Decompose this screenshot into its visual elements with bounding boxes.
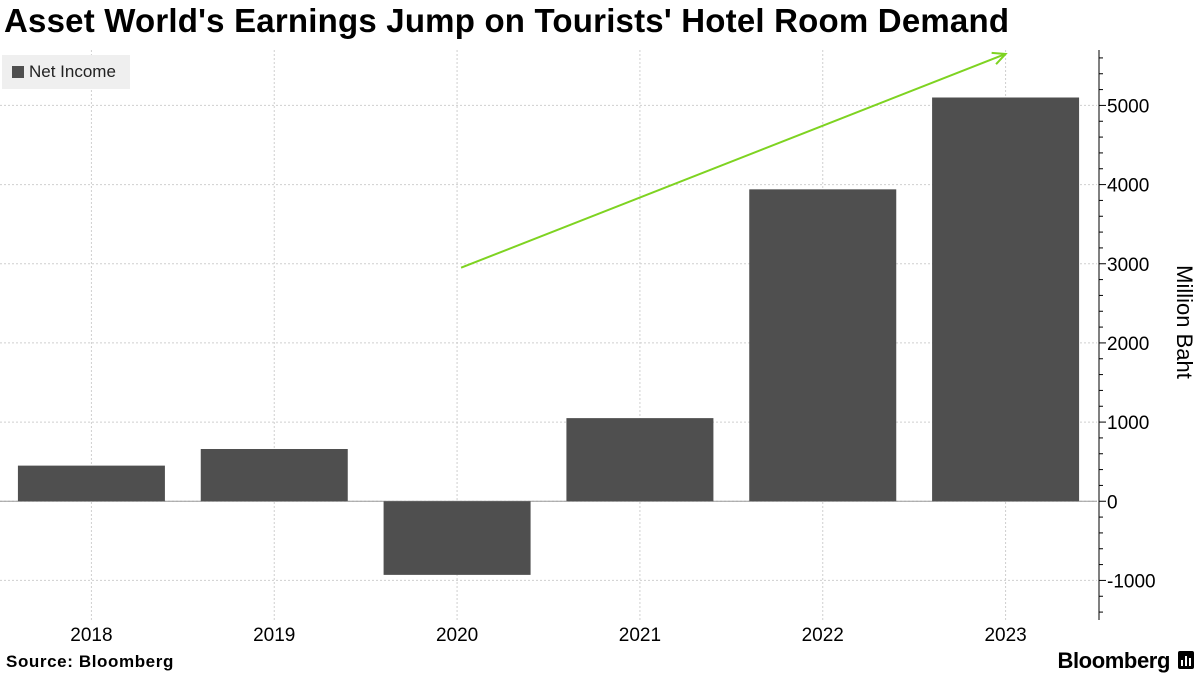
- bar-2023: [932, 97, 1080, 502]
- y-axis: -1000 0 1000 2000 3000 4000 5000: [1098, 50, 1156, 620]
- y-tick-label: 5000: [1107, 96, 1149, 117]
- y-tick-label: 1000: [1107, 413, 1149, 434]
- x-tick-label: 2019: [253, 625, 295, 646]
- bars: [17, 97, 1080, 575]
- x-tick-label: 2018: [70, 625, 112, 646]
- bloomberg-logo: Bloomberg: [1057, 648, 1170, 673]
- legend: Net Income: [2, 55, 130, 89]
- source-note: Source: Bloomberg: [6, 652, 174, 671]
- trend-arrow: [460, 51, 1008, 269]
- trend-arrow-line: [460, 53, 1006, 269]
- x-axis-labels: 2018 2019 2020 2021 2022 2023: [70, 625, 1026, 646]
- y-tick-label: 3000: [1107, 255, 1149, 276]
- x-tick-label: 2021: [619, 625, 661, 646]
- legend-swatch: [12, 66, 24, 78]
- bar-2022: [749, 189, 897, 502]
- x-tick-label: 2023: [984, 625, 1026, 646]
- bar-2021: [566, 418, 714, 502]
- bar-2020: [383, 501, 531, 575]
- trend-arrow-head: [991, 51, 1008, 65]
- y-tick-label: -1000: [1107, 571, 1156, 592]
- x-tick-label: 2020: [436, 625, 478, 646]
- chart-title: Asset World's Earnings Jump on Tourists'…: [4, 2, 1010, 39]
- bar-2019: [200, 449, 348, 502]
- y-tick-label: 4000: [1107, 176, 1149, 197]
- legend-label: Net Income: [29, 62, 116, 81]
- bar-2018: [17, 465, 165, 502]
- x-tick-label: 2022: [802, 625, 844, 646]
- y-tick-label: 2000: [1107, 334, 1149, 355]
- y-axis-title: Million Baht: [1172, 265, 1197, 379]
- bloomberg-terminal-icon: [1178, 651, 1194, 669]
- y-tick-label: 0: [1107, 492, 1118, 513]
